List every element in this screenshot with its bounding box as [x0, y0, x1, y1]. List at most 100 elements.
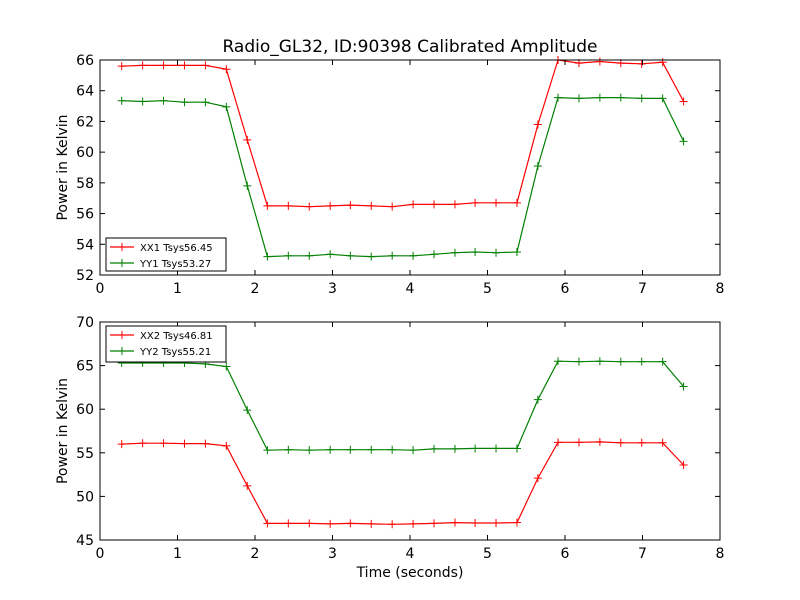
x-tick-label: 3 [328, 546, 337, 562]
y-tick-label: 66 [76, 53, 94, 69]
legend-label: YY1 Tsys53.27 [139, 259, 211, 270]
data-point [346, 201, 355, 210]
data-point [430, 250, 439, 259]
x-axis-label: Time (seconds) [356, 565, 464, 581]
data-point [388, 520, 397, 529]
y-tick-label: 60 [76, 145, 94, 161]
data-point [326, 201, 335, 210]
data-point [658, 94, 667, 103]
data-point [471, 518, 480, 527]
data-point [658, 357, 667, 366]
data-point [595, 357, 604, 366]
x-tick-label: 7 [638, 281, 647, 297]
legend-marker [118, 347, 126, 355]
data-point [284, 445, 293, 454]
data-point [512, 198, 521, 207]
y-tick-label: 56 [76, 207, 94, 223]
data-point [679, 382, 688, 391]
data-point [201, 98, 210, 107]
y-tick-label: 58 [76, 176, 94, 192]
data-point [263, 446, 272, 455]
data-point [388, 445, 397, 454]
data-point [243, 481, 252, 490]
x-tick-label: 1 [173, 281, 182, 297]
data-point [679, 461, 688, 470]
data-point [117, 96, 126, 105]
data-point [243, 181, 252, 190]
data-point [284, 251, 293, 260]
data-point [554, 357, 563, 366]
data-point [533, 474, 542, 483]
legend-label: XX1 Tsys56.45 [140, 243, 213, 254]
data-point [326, 519, 335, 528]
series-line-1 [121, 59, 685, 208]
x-tick-label: 8 [716, 281, 725, 297]
data-point [346, 445, 355, 454]
data-point [159, 96, 168, 105]
data-point [533, 120, 542, 129]
legend-marker [118, 331, 126, 339]
data-point [554, 438, 563, 447]
y-tick-label: 62 [76, 114, 94, 130]
data-point [222, 65, 231, 74]
legend-label: YY2 Tsys55.21 [139, 347, 211, 358]
x-tick-label: 7 [638, 546, 647, 562]
data-point [512, 247, 521, 256]
data-point [117, 440, 126, 449]
data-point [409, 200, 418, 209]
data-point [367, 201, 376, 210]
data-point [388, 202, 397, 211]
x-tick-label: 1 [173, 546, 182, 562]
data-point [367, 252, 376, 261]
x-tick-label: 2 [251, 281, 260, 297]
data-point [471, 247, 480, 256]
data-point [430, 200, 439, 209]
data-point [180, 98, 189, 107]
data-point [222, 102, 231, 111]
y-axis-label: Power in Kelvin [55, 114, 71, 220]
data-point [409, 251, 418, 260]
data-point [637, 59, 646, 68]
x-tick-label: 5 [483, 546, 492, 562]
data-point [595, 57, 604, 66]
y-tick-label: 54 [76, 237, 94, 253]
x-tick-label: 0 [96, 281, 105, 297]
series-line-1 [121, 441, 685, 525]
data-point [159, 61, 168, 70]
y-tick-label: 70 [76, 315, 94, 331]
data-point [180, 439, 189, 448]
data-point [305, 251, 314, 260]
data-point [305, 446, 314, 455]
data-point [450, 248, 459, 257]
data-point [554, 93, 563, 102]
x-tick-label: 4 [406, 546, 415, 562]
data-point [159, 439, 168, 448]
legend-marker [118, 243, 126, 251]
data-point [263, 519, 272, 528]
chart-title: Radio_GL32, ID:90398 Calibrated Amplitud… [222, 37, 597, 57]
data-point [138, 439, 147, 448]
x-tick-label: 6 [561, 546, 570, 562]
data-point [409, 519, 418, 528]
y-tick-label: 55 [76, 446, 94, 462]
data-point [616, 438, 625, 447]
data-point [595, 437, 604, 446]
data-point [367, 519, 376, 528]
data-point [679, 97, 688, 106]
data-point [450, 200, 459, 209]
data-point [326, 250, 335, 259]
x-tick-label: 5 [483, 281, 492, 297]
data-point [533, 395, 542, 404]
data-point [201, 61, 210, 70]
data-point [637, 94, 646, 103]
data-point [658, 438, 667, 447]
data-point [326, 445, 335, 454]
x-tick-label: 6 [561, 281, 570, 297]
series-line-2 [121, 96, 685, 258]
data-point [346, 519, 355, 528]
data-point [201, 439, 210, 448]
data-point [263, 201, 272, 210]
